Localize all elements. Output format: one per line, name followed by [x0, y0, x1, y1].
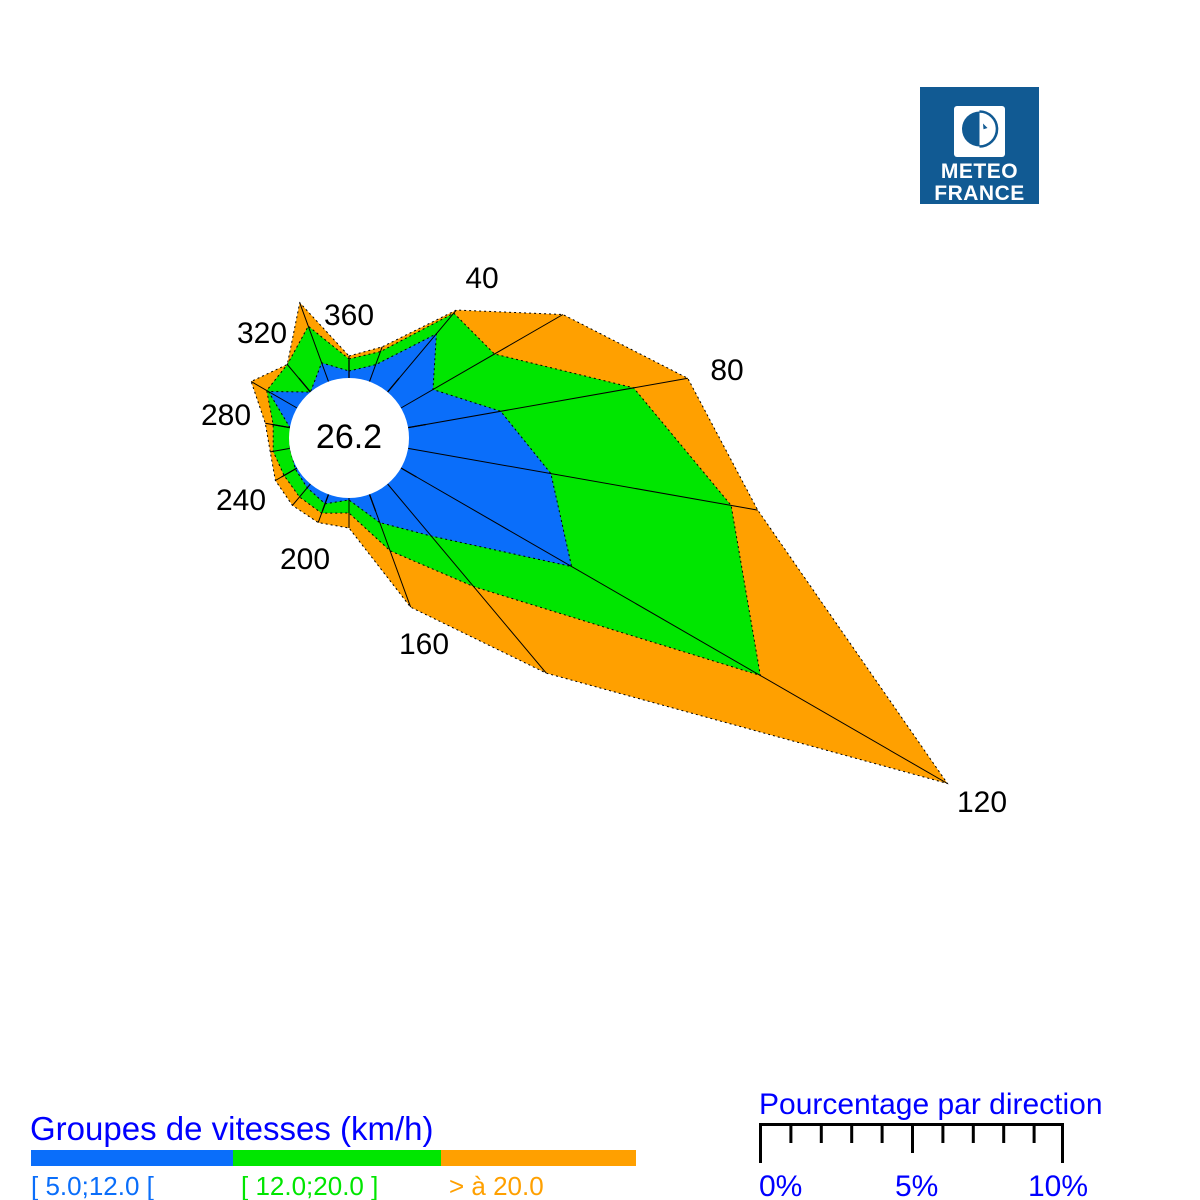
svg-text:METEO: METEO [941, 160, 1018, 183]
svg-text:FRANCE: FRANCE [934, 182, 1025, 204]
svg-text:26.2: 26.2 [316, 418, 382, 456]
